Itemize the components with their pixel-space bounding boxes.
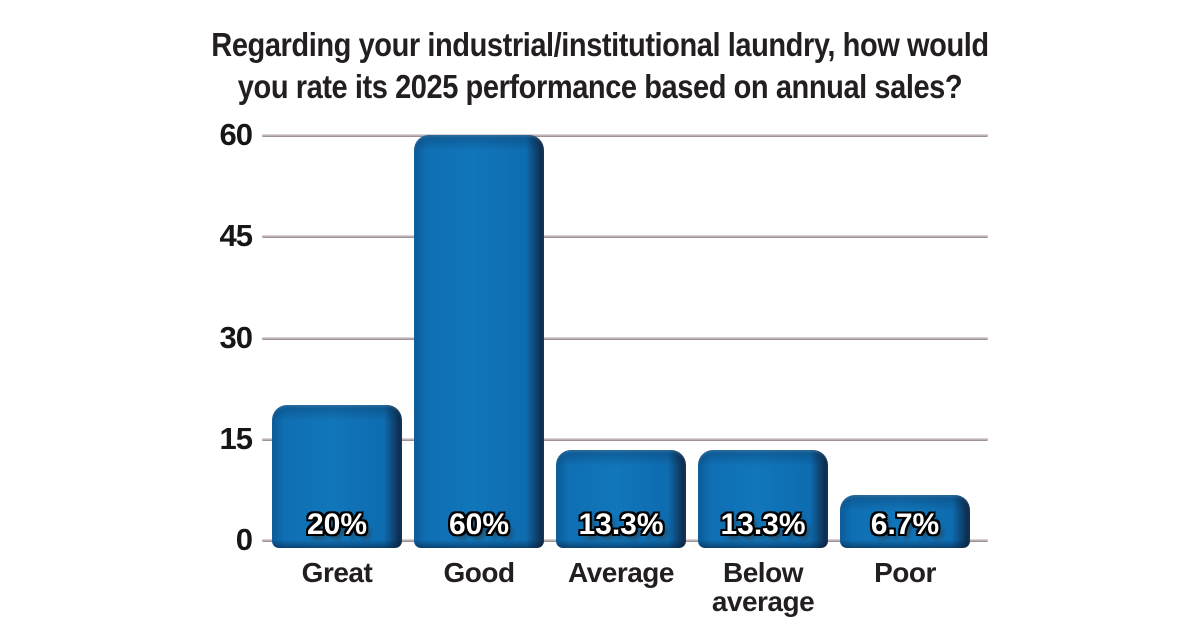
x-category-label: Below average — [711, 557, 815, 617]
chart-title-line-1: Regarding your industrial/institutional … — [211, 26, 989, 63]
bar-average: 13.3% — [556, 450, 686, 548]
y-tick-label-45: 45 — [219, 218, 253, 254]
gridline-30 — [262, 336, 988, 340]
y-tick-label-0: 0 — [235, 522, 253, 557]
chart-title-line-2: you rate its 2025 performance based on a… — [237, 68, 963, 105]
gridline-15 — [262, 437, 988, 441]
gridline-60 — [262, 134, 988, 137]
x-category-label: Good — [443, 557, 515, 588]
x-category-label: Great — [301, 557, 373, 588]
bar-poor: 6.7% — [840, 494, 970, 548]
bar-great: 20% — [272, 405, 402, 548]
x-category-label: Poor — [874, 557, 936, 588]
x-category-label: Average — [568, 557, 674, 588]
y-tick-label-15: 15 — [219, 420, 253, 456]
gridline-45 — [262, 235, 988, 239]
bar-value-label: 13.3% — [578, 507, 664, 541]
bar-value-label: 13.3% — [720, 507, 806, 541]
bar-value-label: 60% — [448, 508, 510, 541]
bar-value-label: 20% — [306, 508, 368, 541]
chart-title: Regarding your industrial/institutional … — [72, 24, 1128, 108]
bar-good: 60% — [414, 135, 544, 548]
y-tick-label-60: 60 — [219, 117, 253, 152]
bar-value-label: 6.7% — [870, 507, 940, 541]
bar-below-average: 13.3% — [698, 450, 828, 548]
y-tick-label-30: 30 — [219, 319, 253, 355]
